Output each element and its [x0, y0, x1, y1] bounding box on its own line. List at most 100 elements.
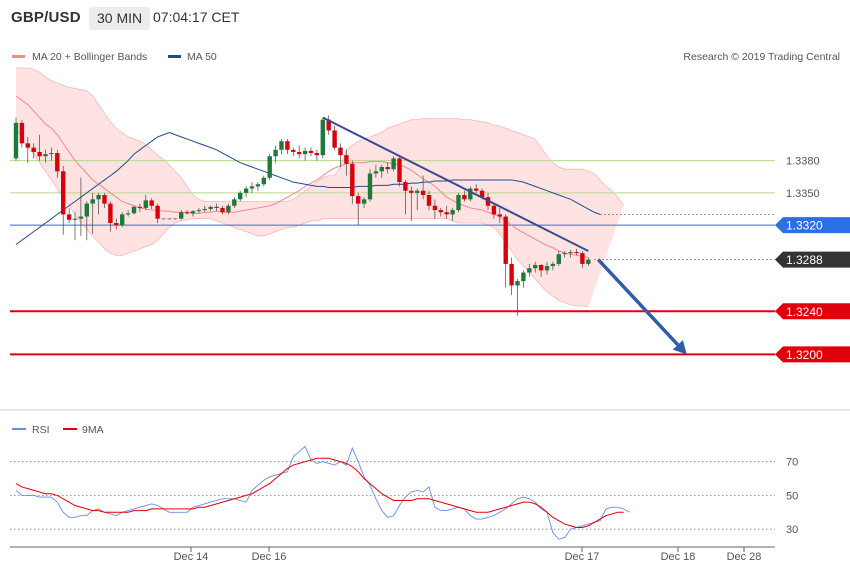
candle — [361, 197, 367, 208]
legend-rsi-label: RSI — [32, 424, 50, 436]
ma50-line — [15, 132, 601, 245]
candle — [538, 263, 544, 277]
candle — [426, 190, 432, 211]
candle — [367, 169, 373, 202]
candle — [255, 182, 261, 191]
price-panel: 1.3380 1.3350 1.3320 1.3288 1.3240 1.3200 — [0, 67, 850, 411]
candle — [586, 257, 591, 267]
candle — [84, 201, 89, 241]
candle — [474, 184, 479, 193]
candle — [19, 119, 25, 148]
price-level-label: 1.3320 — [786, 219, 823, 233]
candle — [202, 205, 207, 213]
candle — [302, 147, 308, 161]
candle — [509, 257, 514, 296]
bollinger-band-fill — [16, 68, 624, 307]
price-level-label: 1.3200 — [786, 348, 823, 362]
candle — [232, 197, 237, 208]
candle — [491, 203, 497, 219]
candle — [533, 261, 538, 273]
candle — [173, 218, 178, 220]
chart-header: GBP/USD 30 MIN 07:04:17 CET — [0, 0, 850, 38]
candle — [108, 201, 113, 232]
candle — [568, 249, 573, 258]
candle — [179, 210, 184, 220]
candle — [308, 147, 314, 157]
candle — [403, 179, 408, 215]
rsi-ma9-line — [15, 457, 624, 528]
candle — [238, 190, 243, 202]
candle — [66, 207, 72, 223]
rsi-tick-label: 30 — [786, 524, 798, 536]
legend-ma50-label: MA 50 — [187, 51, 217, 63]
candle — [155, 203, 160, 223]
candle — [149, 198, 154, 210]
candle — [350, 160, 355, 204]
timeframe-button[interactable]: 30 MIN — [89, 7, 151, 30]
time-tick-label: Dec 14 — [174, 551, 209, 563]
research-credit: Research © 2019 Trading Central — [683, 51, 840, 63]
candle — [131, 205, 137, 215]
candle — [385, 162, 390, 174]
price-level-tag — [775, 346, 850, 363]
candle — [161, 218, 166, 220]
rsi-tick-label: 50 — [786, 490, 798, 502]
candle — [43, 149, 48, 163]
candle — [344, 149, 349, 176]
candle — [580, 250, 585, 269]
projection-arrowhead — [672, 340, 687, 355]
candle — [515, 278, 520, 316]
bollinger-upper-line — [16, 67, 625, 207]
candle — [125, 210, 131, 217]
time-tick-label: Dec 18 — [661, 551, 696, 563]
candle — [120, 212, 125, 228]
candle — [438, 207, 443, 217]
candle — [279, 139, 284, 155]
candle — [415, 188, 420, 211]
time-axis: Dec 14 Dec 16 Dec 17 Dec 18 Dec 28 — [10, 546, 775, 563]
candle — [273, 145, 278, 163]
time-tick-label: Dec 17 — [565, 551, 600, 563]
candle — [261, 175, 266, 187]
candle — [462, 190, 467, 202]
price-tick-label: 1.3350 — [786, 188, 820, 200]
legend-ma50-swatch — [168, 55, 181, 58]
candle — [226, 203, 231, 215]
candle — [190, 210, 196, 217]
candle — [78, 177, 84, 236]
symbol-title: GBP/USD — [11, 9, 81, 26]
candle — [574, 248, 579, 256]
candle — [285, 139, 290, 155]
candle — [356, 192, 361, 226]
candle — [90, 192, 95, 234]
rsi-line — [15, 445, 630, 540]
price-level-tag — [775, 217, 850, 234]
candle — [143, 195, 148, 211]
candle — [96, 192, 101, 215]
candle — [562, 250, 567, 258]
candle — [196, 207, 202, 214]
candle — [13, 117, 19, 161]
candle — [521, 270, 526, 288]
rsi-panel: RSI 9MA 70 50 30 — [10, 424, 798, 540]
price-level-label: 1.3288 — [786, 253, 823, 267]
candle — [497, 207, 502, 223]
candle — [61, 165, 66, 235]
candle — [420, 175, 426, 200]
candle — [320, 117, 325, 159]
candle — [450, 207, 455, 221]
time-tick-label: Dec 28 — [727, 551, 762, 563]
candle — [243, 186, 249, 198]
candle — [214, 203, 219, 212]
price-level-label: 1.3240 — [786, 305, 823, 319]
candle — [544, 261, 550, 275]
candle — [503, 214, 508, 288]
candle — [527, 263, 532, 277]
clock-readout: 07:04:17 CET — [153, 9, 240, 25]
legend-bollinger-label: MA 20 + Bollinger Bands — [32, 51, 147, 63]
candle — [49, 147, 54, 161]
candle — [114, 218, 119, 230]
candle — [444, 205, 449, 219]
candle — [72, 212, 78, 241]
price-level-tag — [775, 303, 850, 320]
